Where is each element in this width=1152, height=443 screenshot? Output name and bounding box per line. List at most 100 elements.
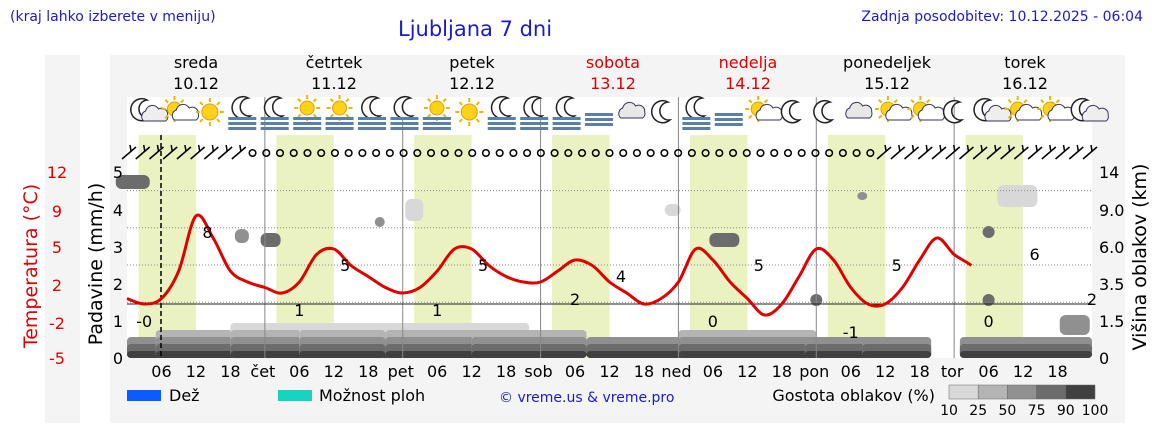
- sun-ray: [199, 101, 204, 106]
- sun-ray: [216, 118, 221, 123]
- fog-bar: [325, 117, 354, 120]
- wind-feather: [239, 144, 242, 152]
- sun-ray: [297, 113, 302, 118]
- time-tick: tor: [941, 362, 964, 381]
- time-tick: 12: [1013, 362, 1033, 381]
- sun-disc: [299, 100, 315, 116]
- wind-shaft: [945, 146, 961, 160]
- moon-shape: [780, 99, 802, 124]
- wind-calm-marker: [289, 148, 298, 158]
- temperature-axis-title: Temperatura (°C): [20, 184, 42, 349]
- wind-shaft: [931, 146, 947, 160]
- cloud-height-tick: 1.5: [1099, 312, 1124, 331]
- fog-bar: [422, 117, 451, 120]
- cloud-patch: [857, 192, 868, 200]
- wind-shaft: [176, 146, 192, 160]
- cloud-patch: [982, 226, 995, 238]
- temperature-value-label: 0: [708, 312, 718, 331]
- temperature-tick: -5: [49, 349, 65, 368]
- wind-feather: [142, 144, 146, 152]
- fog-bar: [520, 122, 549, 125]
- cloud-height-tick: 9.0: [1099, 201, 1124, 220]
- cloud-shape: [845, 101, 873, 119]
- region-hint[interactable]: (kraj lahko izberete v meniju): [10, 9, 216, 25]
- fog-night-icon: [358, 95, 387, 130]
- temperature-value-label: 2: [1087, 290, 1097, 309]
- fog-bar: [422, 127, 451, 130]
- wind-feather: [184, 144, 187, 152]
- wind-calm-marker: [838, 148, 847, 158]
- wind-calm-marker: [399, 148, 408, 158]
- fog-icon: [585, 113, 614, 126]
- cloud-shape: [618, 101, 646, 119]
- temperature-tick: 12: [47, 163, 67, 182]
- sun-ray: [1040, 114, 1045, 119]
- cloud-height-tick: 3.5: [1099, 275, 1124, 294]
- wind-barb: [917, 144, 933, 160]
- wind-shaft: [1041, 146, 1057, 160]
- sun-ray: [297, 98, 302, 103]
- density-step-label: 90: [1057, 403, 1075, 419]
- sun-disc: [429, 100, 445, 116]
- temperature-value-label: 5: [340, 256, 350, 275]
- temperature-tick: 2: [52, 276, 62, 295]
- night-cloud-icon: [130, 97, 169, 122]
- time-tick: 18: [358, 362, 378, 381]
- wind-calm-marker: [495, 148, 504, 158]
- day-name-0: sreda: [174, 53, 218, 72]
- wind-shaft: [972, 146, 988, 160]
- fog-bar: [520, 127, 549, 130]
- time-tick: 06: [427, 362, 447, 381]
- sun-ray: [748, 99, 753, 104]
- wind-barb: [958, 144, 974, 160]
- low-cloud-layer: [586, 351, 690, 358]
- daylight-band: [276, 135, 334, 358]
- showers-legend-swatch: [278, 390, 312, 401]
- fog-night-icon: [682, 95, 711, 130]
- daylight-band: [552, 135, 610, 358]
- wind-feather: [225, 144, 228, 152]
- wind-calm-marker: [523, 148, 532, 158]
- day-name-5: ponedeljek: [843, 53, 932, 72]
- sun-ray: [442, 113, 447, 118]
- wind-shaft: [1082, 146, 1098, 160]
- moon-shape: [942, 99, 965, 124]
- fog-bar: [682, 117, 711, 120]
- time-tick: 18: [496, 362, 516, 381]
- sun-ray: [1007, 114, 1012, 119]
- wind-calm-marker: [372, 148, 381, 158]
- fog-bar: [585, 123, 614, 126]
- wind-shaft: [135, 146, 151, 160]
- wind-feather: [1049, 144, 1052, 152]
- wind-calm-marker: [509, 148, 518, 158]
- sun-ray: [164, 114, 169, 119]
- wind-feather: [1021, 144, 1025, 152]
- sun-ray: [878, 99, 883, 104]
- wind-barb: [190, 144, 206, 160]
- wind-calm-marker: [330, 148, 339, 158]
- wind-barb: [1041, 144, 1057, 160]
- wind-barb: [1082, 144, 1098, 160]
- wind-shaft: [1000, 146, 1016, 160]
- fog-bar: [585, 113, 614, 116]
- wind-barb: [217, 144, 233, 160]
- low-cloud-layer: [299, 351, 386, 358]
- cloud-patch: [405, 199, 424, 221]
- fog-bar: [325, 127, 354, 130]
- day-date-5: 15.12: [864, 74, 910, 93]
- precipitation-tick: 3: [113, 238, 123, 257]
- low-cloud-layer: [959, 351, 1092, 358]
- wind-feather: [129, 144, 132, 152]
- night-cloud-icon: [1070, 97, 1109, 122]
- wind-barb: [1068, 144, 1084, 160]
- credit-link[interactable]: © vreme.us & vreme.pro: [499, 390, 674, 406]
- wind-calm-marker: [262, 148, 271, 158]
- sun-ray: [329, 113, 334, 118]
- day-date-0: 10.12: [173, 74, 219, 93]
- sun-disc: [332, 100, 348, 116]
- wind-shaft: [217, 146, 233, 160]
- time-tick: ned: [661, 362, 691, 381]
- wind-feather: [994, 144, 997, 152]
- fog-bar: [552, 117, 581, 120]
- sun-ray: [199, 118, 204, 123]
